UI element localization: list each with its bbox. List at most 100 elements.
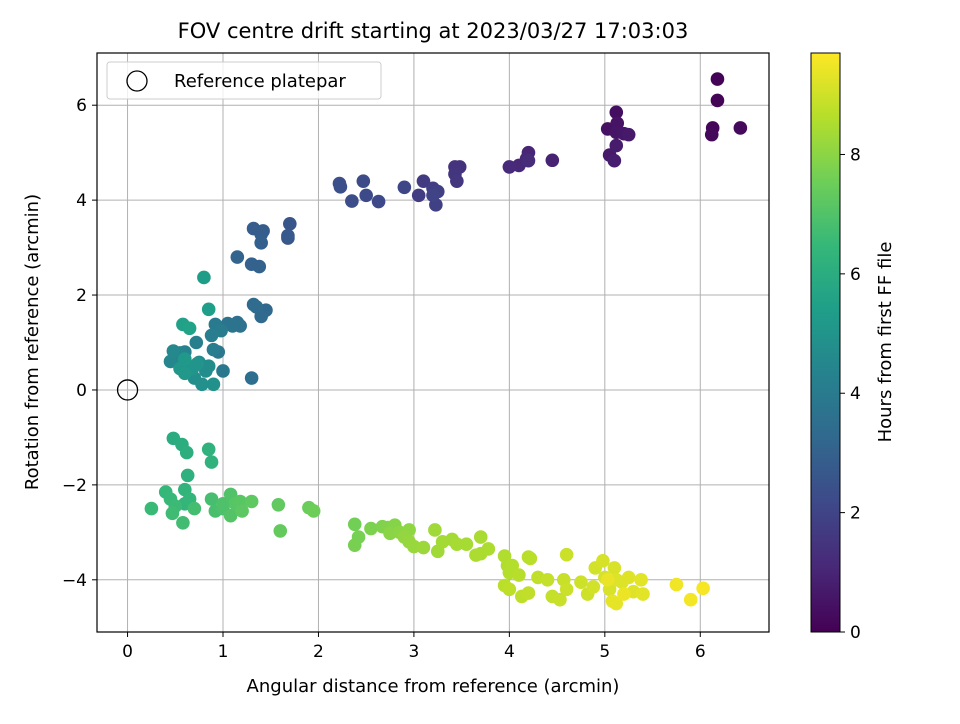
scatter-point [165, 506, 180, 521]
legend-entry-reference-platepar: Reference platepar [174, 71, 346, 92]
scatter-point [609, 596, 624, 611]
x-tick-label: 5 [599, 642, 610, 662]
scatter-point [450, 537, 464, 552]
colorbar [810, 52, 841, 633]
scatter-point [271, 498, 286, 512]
scatter-point [356, 174, 371, 188]
scatter-point [204, 492, 219, 506]
scatter-point [426, 188, 440, 203]
scatter-point [244, 371, 259, 385]
y-tick-label: −2 [62, 476, 87, 496]
scatter-point [195, 377, 209, 392]
scatter-point [505, 558, 520, 573]
scatter-point [621, 570, 636, 585]
scatter-point [459, 537, 474, 552]
scatter-point [469, 548, 483, 562]
scatter-point [244, 494, 259, 509]
scatter-point [273, 524, 288, 538]
colorbar-tick-label: 4 [850, 384, 861, 404]
scatter-point [176, 516, 190, 530]
scatter-point [180, 468, 195, 483]
scatter-point [223, 508, 238, 523]
x-tick-label: 6 [695, 642, 706, 662]
scatter-point [609, 138, 624, 153]
scatter-point [204, 328, 219, 343]
scatter-point [364, 521, 378, 536]
scatter-point [450, 174, 464, 188]
scatter-point [523, 551, 538, 566]
chart-title: FOV centre drift starting at 2023/03/27 … [178, 19, 689, 43]
scatter-point [254, 236, 268, 250]
scatter-point [416, 540, 431, 555]
scatter-point [216, 364, 230, 378]
scatter-point [607, 561, 622, 575]
scatter-point [187, 501, 202, 516]
scatter-point [371, 194, 386, 209]
scatter-point [201, 442, 216, 457]
scatter-point [521, 153, 536, 168]
reference-marker-layer [116, 379, 139, 401]
scatter-point [502, 582, 517, 597]
y-tick-label: 6 [76, 96, 87, 116]
x-axis-label: Angular distance from reference (arcmin) [247, 676, 620, 697]
scatter-point [621, 127, 636, 142]
scatter-point [683, 592, 698, 607]
y-tick-label: 4 [76, 191, 87, 211]
scatter-point [617, 587, 631, 601]
scatter-point [345, 194, 359, 208]
scatter-point [178, 352, 192, 366]
legend-box [106, 61, 382, 100]
scatter-point [586, 580, 601, 594]
colorbar-tick-label: 8 [850, 145, 861, 165]
colorbar-tick-label: 0 [850, 623, 861, 643]
scatter-point [502, 160, 517, 174]
scatter-point [710, 72, 725, 86]
scatter-points [144, 72, 748, 611]
x-tick-label: 4 [504, 642, 515, 662]
scatter-point [178, 366, 192, 381]
reference-platepar-marker [116, 379, 139, 401]
scatter-point [206, 342, 221, 357]
scatter-point [669, 577, 684, 592]
y-axis-ticks: −4 −2 0 2 4 6 [62, 96, 97, 591]
scatter-point [347, 517, 362, 532]
scatter-point [696, 581, 710, 596]
scatter-point [347, 538, 362, 552]
y-axis-label: Rotation from reference (arcmin) [22, 194, 43, 490]
x-tick-label: 2 [313, 642, 324, 662]
scatter-point [574, 575, 588, 589]
scatter-point [540, 572, 555, 587]
x-tick-label: 1 [218, 642, 229, 662]
scatter-point [201, 302, 216, 317]
scatter-point [411, 188, 426, 203]
scatter-point [473, 530, 488, 544]
scatter-point [197, 270, 211, 285]
scatter-point [545, 153, 560, 168]
scatter-point [416, 174, 431, 188]
scatter-point [481, 542, 496, 556]
scatter-point [230, 250, 245, 264]
scatter-point [609, 105, 624, 120]
y-tick-label: −4 [62, 571, 87, 591]
scatter-point [596, 554, 610, 568]
colorbar-tick-label: 6 [850, 265, 861, 285]
scatter-point [216, 497, 230, 511]
scatter-point [166, 344, 181, 358]
scatter-point [607, 153, 622, 168]
scatter-point [306, 504, 321, 518]
colorbar-tick-label: 2 [850, 504, 861, 524]
x-tick-label: 0 [122, 642, 133, 662]
scatter-point [428, 523, 442, 537]
scatter-point [252, 259, 267, 274]
scatter-point [704, 127, 719, 142]
scatter-point [235, 504, 249, 518]
legend: Reference platepar [106, 61, 382, 100]
scatter-point [733, 121, 748, 135]
scatter-point [249, 300, 264, 314]
legend-reference-marker [126, 70, 148, 92]
scatter-point [206, 377, 221, 392]
scatter-point [559, 547, 574, 562]
scatter-point [201, 359, 216, 374]
x-tick-label: 3 [408, 642, 419, 662]
